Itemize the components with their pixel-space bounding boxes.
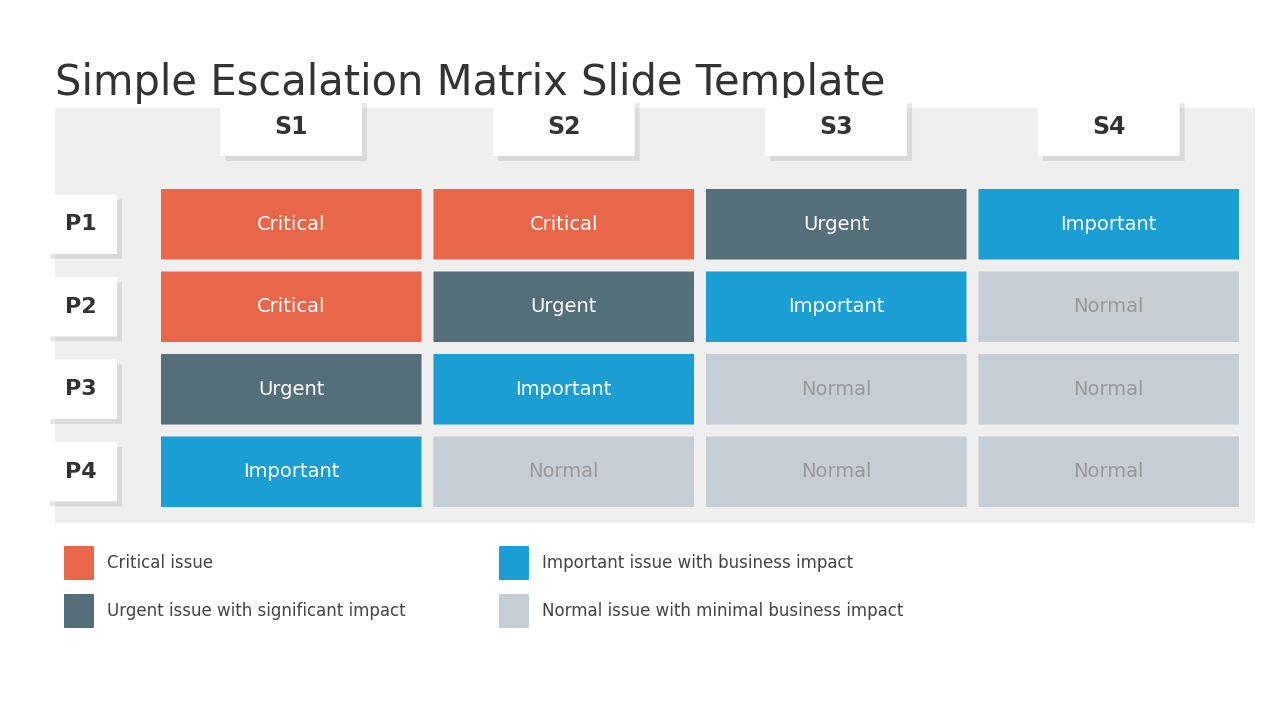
FancyBboxPatch shape — [50, 199, 122, 259]
FancyBboxPatch shape — [434, 354, 694, 425]
FancyBboxPatch shape — [765, 98, 908, 156]
Text: Normal: Normal — [801, 379, 872, 399]
Text: Simple Escalation Matrix Slide Template: Simple Escalation Matrix Slide Template — [55, 62, 886, 104]
FancyBboxPatch shape — [161, 436, 421, 507]
FancyBboxPatch shape — [64, 594, 93, 628]
FancyBboxPatch shape — [161, 189, 421, 259]
FancyBboxPatch shape — [45, 359, 116, 419]
Text: P2: P2 — [65, 297, 97, 317]
Text: S2: S2 — [547, 115, 581, 139]
FancyBboxPatch shape — [64, 546, 93, 580]
FancyBboxPatch shape — [499, 546, 529, 580]
Text: Important: Important — [243, 462, 339, 481]
Text: S3: S3 — [819, 115, 852, 139]
FancyBboxPatch shape — [45, 442, 116, 501]
FancyBboxPatch shape — [707, 436, 966, 507]
FancyBboxPatch shape — [498, 103, 640, 161]
FancyBboxPatch shape — [1038, 98, 1180, 156]
FancyBboxPatch shape — [225, 103, 367, 161]
FancyBboxPatch shape — [161, 354, 421, 425]
FancyBboxPatch shape — [161, 271, 421, 342]
FancyBboxPatch shape — [50, 447, 122, 506]
Text: Normal: Normal — [1074, 379, 1144, 399]
Text: P3: P3 — [65, 379, 97, 400]
Text: Urgent: Urgent — [259, 379, 324, 399]
Text: Normal: Normal — [1074, 462, 1144, 481]
FancyBboxPatch shape — [707, 271, 966, 342]
Text: Critical: Critical — [530, 215, 598, 234]
Text: Important: Important — [788, 297, 884, 316]
Text: Normal issue with minimal business impact: Normal issue with minimal business impac… — [541, 602, 904, 620]
FancyBboxPatch shape — [50, 282, 122, 341]
Text: Critical: Critical — [257, 297, 325, 316]
Text: Important: Important — [1061, 215, 1157, 234]
FancyBboxPatch shape — [434, 271, 694, 342]
FancyBboxPatch shape — [707, 189, 966, 259]
FancyBboxPatch shape — [771, 103, 913, 161]
FancyBboxPatch shape — [45, 277, 116, 336]
FancyBboxPatch shape — [499, 594, 529, 628]
FancyBboxPatch shape — [220, 98, 362, 156]
Text: Urgent issue with significant impact: Urgent issue with significant impact — [108, 602, 406, 620]
Text: S4: S4 — [1092, 115, 1125, 139]
FancyBboxPatch shape — [434, 436, 694, 507]
Text: Urgent: Urgent — [803, 215, 869, 234]
Text: Urgent: Urgent — [531, 297, 596, 316]
Text: Normal: Normal — [801, 462, 872, 481]
Text: P1: P1 — [65, 215, 97, 234]
FancyBboxPatch shape — [978, 354, 1239, 425]
Text: Normal: Normal — [1074, 297, 1144, 316]
FancyBboxPatch shape — [707, 354, 966, 425]
Text: Critical issue: Critical issue — [108, 554, 214, 572]
FancyBboxPatch shape — [978, 189, 1239, 259]
FancyBboxPatch shape — [493, 98, 635, 156]
Text: P4: P4 — [65, 462, 97, 482]
Text: Important issue with business impact: Important issue with business impact — [541, 554, 854, 572]
FancyBboxPatch shape — [978, 436, 1239, 507]
Text: Normal: Normal — [529, 462, 599, 481]
FancyBboxPatch shape — [45, 194, 116, 254]
Text: Important: Important — [516, 379, 612, 399]
Text: S1: S1 — [274, 115, 308, 139]
FancyBboxPatch shape — [434, 189, 694, 259]
FancyBboxPatch shape — [978, 271, 1239, 342]
FancyBboxPatch shape — [1043, 103, 1184, 161]
FancyBboxPatch shape — [50, 364, 122, 424]
FancyBboxPatch shape — [55, 108, 1254, 523]
Text: Critical: Critical — [257, 215, 325, 234]
